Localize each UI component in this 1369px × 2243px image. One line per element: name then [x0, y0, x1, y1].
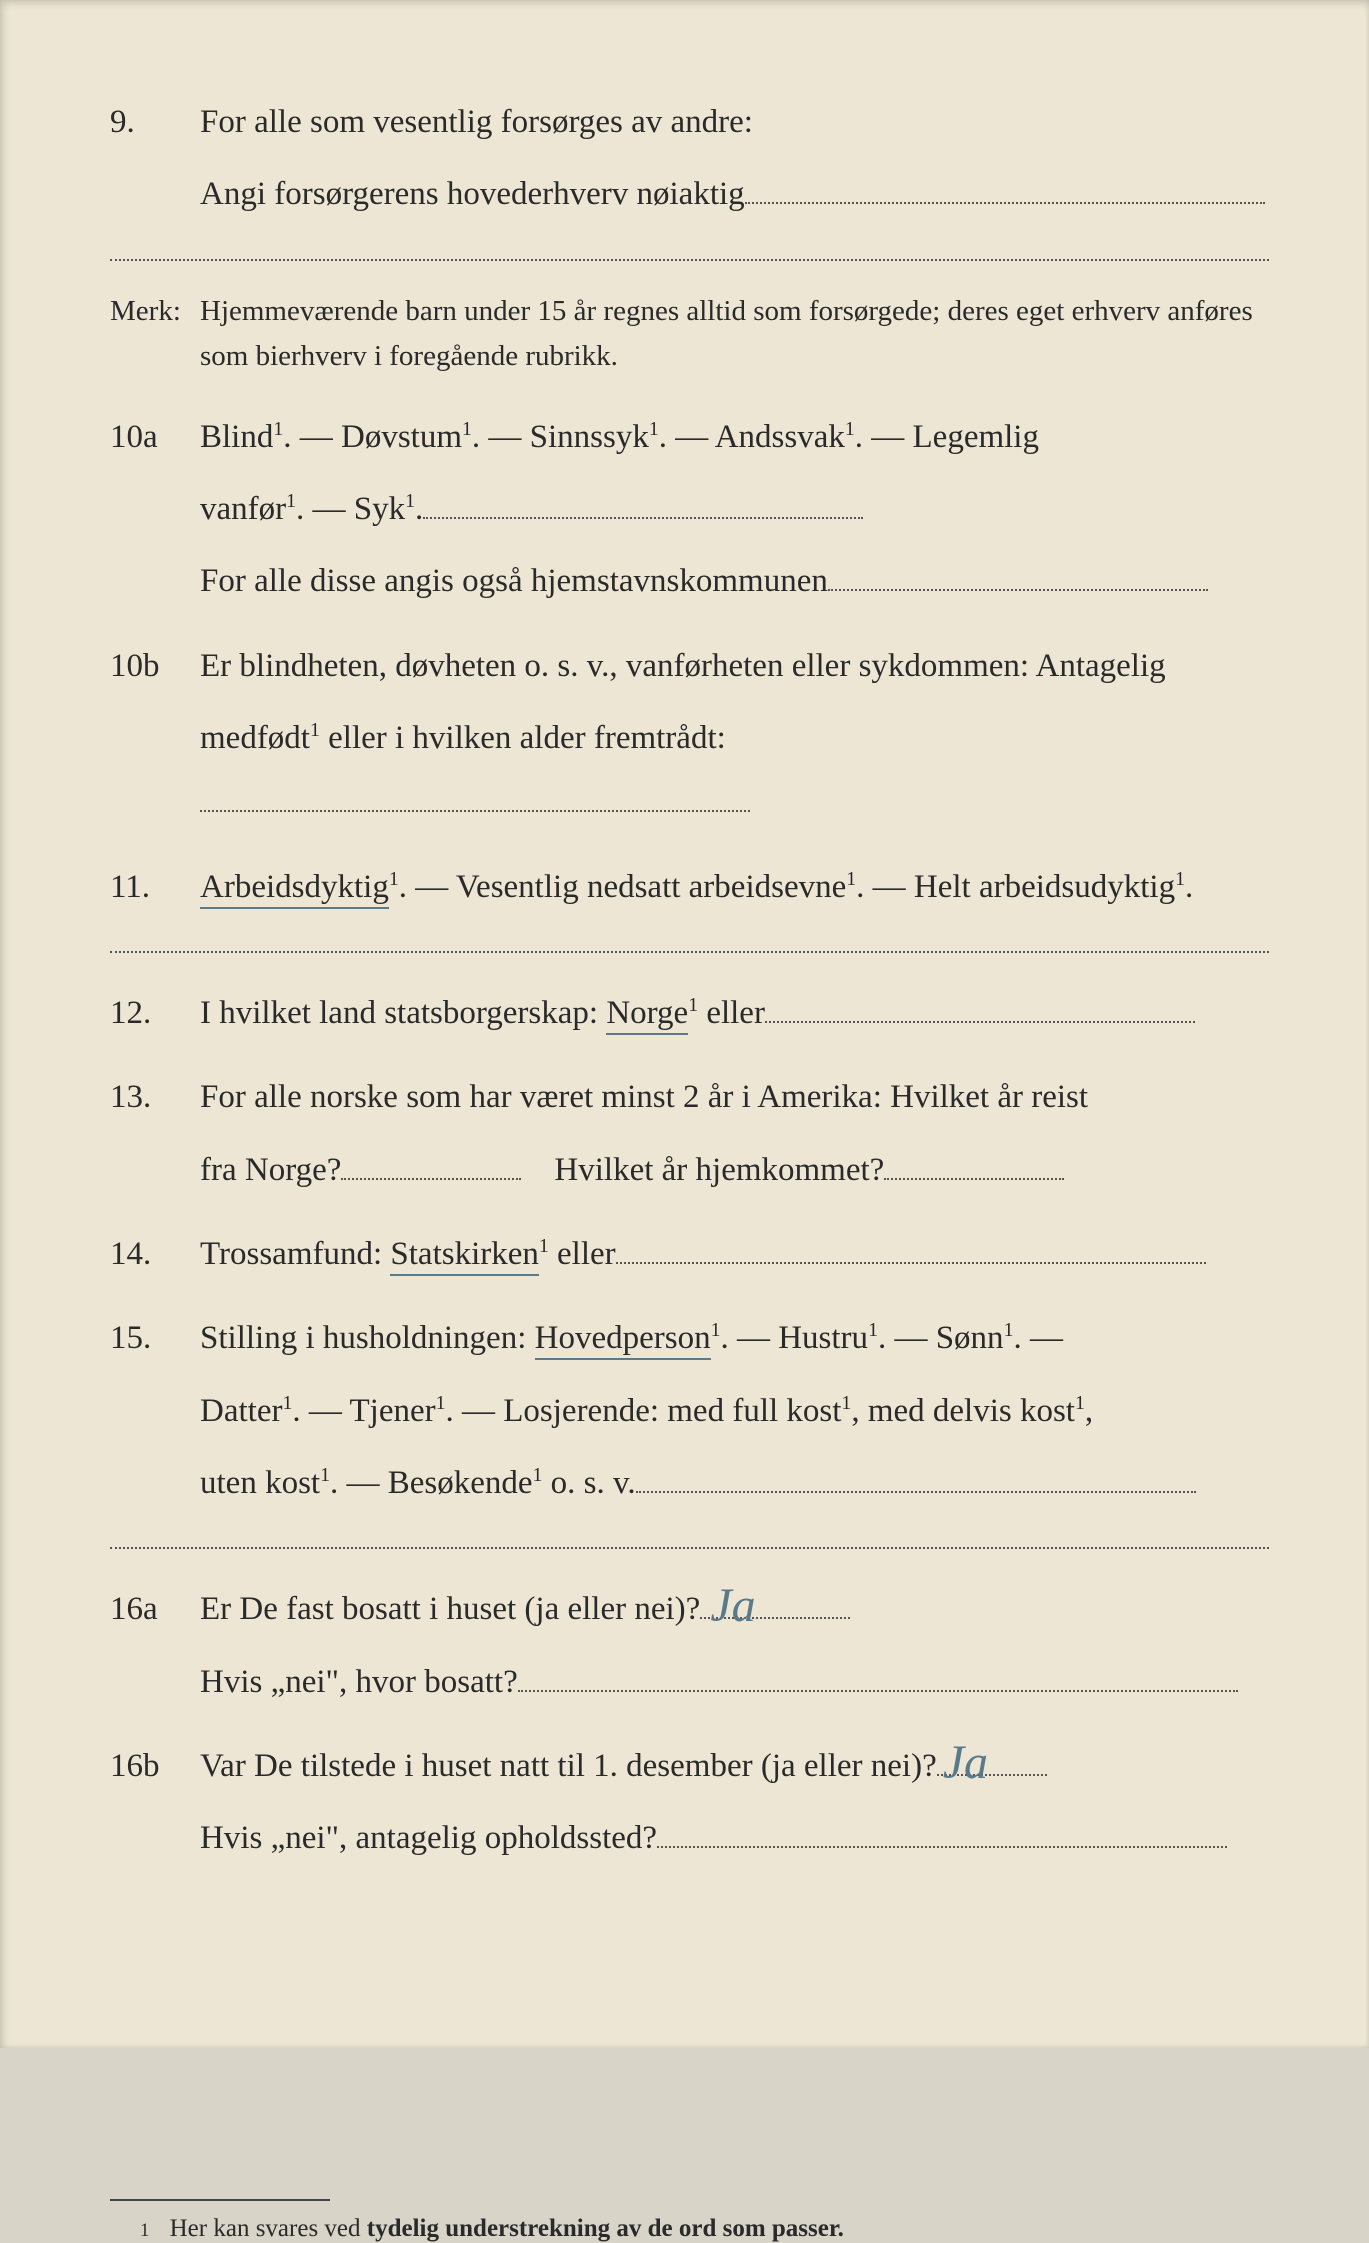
question-16b: 16b Var De tilstede i huset natt til 1. … [110, 1734, 1269, 1879]
footnote-number: 1 [140, 2220, 149, 2241]
handwritten-answer: Ja [943, 1716, 988, 1810]
q13-line1: For alle norske som har været minst 2 år… [200, 1065, 1269, 1129]
question-14: 14. Trossamfund: Statskirken1 eller [110, 1222, 1269, 1294]
q12-line: I hvilket land statsborgerskap: Norge1 e… [200, 981, 1269, 1045]
q14-line: Trossamfund: Statskirken1 eller [200, 1222, 1269, 1286]
q13-line2: fra Norge? Hvilket år hjemkommet? [200, 1138, 1269, 1202]
blank-line [884, 1152, 1064, 1180]
blank-line [636, 1465, 1196, 1493]
blank-line [341, 1152, 521, 1180]
section-divider [110, 259, 1269, 261]
question-number: 15. [110, 1320, 200, 1357]
blank-line [200, 784, 750, 812]
q10b-line1: Er blindheten, døvheten o. s. v., vanfør… [200, 634, 1269, 698]
footnote-rule [110, 2199, 330, 2201]
question-10b: 10b Er blindheten, døvheten o. s. v., va… [110, 634, 1269, 843]
q10b-line2: medfødt1 eller i hvilken alder fremtrådt… [200, 706, 1269, 835]
question-number: 11. [110, 869, 200, 906]
q15-line1: Stilling i husholdningen: Hovedperson1. … [200, 1306, 1269, 1370]
question-16a: 16a Er De fast bosatt i huset (ja eller … [110, 1577, 1269, 1722]
question-number: 10b [110, 648, 200, 685]
question-number: 16b [110, 1748, 200, 1785]
footnote: 1 Her kan svares ved tydelig understrekn… [110, 2215, 1269, 2243]
q10a-options-2: vanfør1. — Syk1. [200, 477, 1269, 541]
merk-label: Merk: [110, 295, 200, 328]
blank-line [423, 491, 863, 519]
section-divider [110, 1547, 1269, 1549]
q16b-line2: Hvis „nei", antagelig opholdssted? [200, 1806, 1269, 1870]
question-number: 16a [110, 1591, 200, 1628]
question-12: 12. I hvilket land statsborgerskap: Norg… [110, 981, 1269, 1053]
note-merk: Merk: Hjemmeværende barn under 15 år reg… [110, 289, 1269, 379]
blank-line [828, 563, 1208, 591]
blank-line [657, 1820, 1227, 1848]
selected-option: Norge [606, 995, 688, 1035]
selected-option: Arbeidsdyktig [200, 869, 389, 909]
question-number: 13. [110, 1079, 200, 1116]
blank-line [745, 176, 1265, 204]
answer-blank: Ja [937, 1748, 1047, 1776]
blank-line [518, 1664, 1238, 1692]
question-number: 9. [110, 104, 200, 141]
question-9: 9. For alle som vesentlig forsørges av a… [110, 90, 1269, 235]
blank-line [616, 1236, 1206, 1264]
question-number: 12. [110, 995, 200, 1032]
selected-option: Statskirken [390, 1236, 538, 1276]
q10a-options-1: Blind1. — Døvstum1. — Sinnssyk1. — Andss… [200, 405, 1269, 469]
blank-line [765, 995, 1195, 1023]
question-number: 10a [110, 419, 200, 456]
q16a-line1: Er De fast bosatt i huset (ja eller nei)… [200, 1577, 1269, 1641]
q16a-line2: Hvis „nei", hvor bosatt? [200, 1650, 1269, 1714]
q9-line2: Angi forsørgerens hovederhverv nøiaktig [200, 162, 1269, 226]
question-number: 14. [110, 1236, 200, 1273]
answer-blank: Ja [700, 1591, 850, 1619]
q11-options: Arbeidsdyktig1. — Vesentlig nedsatt arbe… [200, 855, 1269, 919]
q16b-line1: Var De tilstede i huset natt til 1. dese… [200, 1734, 1269, 1798]
merk-text: Hjemmeværende barn under 15 år regnes al… [200, 289, 1269, 379]
question-11: 11. Arbeidsdyktig1. — Vesentlig nedsatt … [110, 855, 1269, 927]
question-10a: 10a Blind1. — Døvstum1. — Sinnssyk1. — A… [110, 405, 1269, 622]
question-15: 15. Stilling i husholdningen: Hovedperso… [110, 1306, 1269, 1523]
q10a-line3: For alle disse angis også hjemstavnskomm… [200, 549, 1269, 613]
q9-line1: For alle som vesentlig forsørges av andr… [200, 90, 1269, 154]
section-divider [110, 951, 1269, 953]
q15-line2: Datter1. — Tjener1. — Losjerende: med fu… [200, 1379, 1269, 1443]
handwritten-answer: Ja [710, 1559, 755, 1653]
selected-option: Hovedperson [535, 1320, 711, 1360]
q15-line3: uten kost1. — Besøkende1 o. s. v. [200, 1451, 1269, 1515]
form-page: 9. For alle som vesentlig forsørges av a… [0, 0, 1369, 2048]
question-13: 13. For alle norske som har været minst … [110, 1065, 1269, 1210]
